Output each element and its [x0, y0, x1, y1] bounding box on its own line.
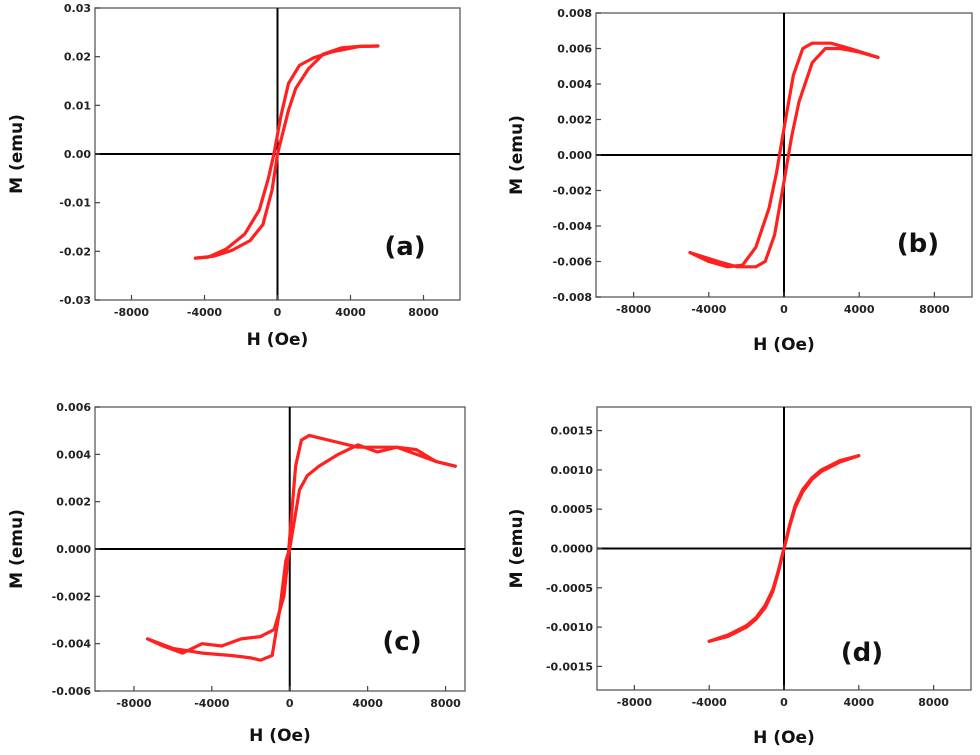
- y-tick-label: -0.006: [553, 256, 593, 269]
- hysteresis-branch-1: [193, 44, 380, 260]
- y-tick-label: 0.002: [56, 496, 91, 509]
- y-tick-label: 0.03: [64, 2, 91, 15]
- y-axis-title: M (emu): [507, 509, 527, 589]
- x-tick-label: 8000: [918, 696, 949, 709]
- x-tick-label: 4000: [843, 696, 874, 709]
- y-tick-label: 0.0015: [551, 425, 593, 438]
- y-tick-label: 0.006: [56, 401, 91, 414]
- y-tick-label: 0.00: [64, 148, 91, 161]
- x-axis-title: H (Oe): [249, 726, 311, 746]
- y-tick-label: 0.006: [557, 43, 592, 56]
- panel-b: -0.008 -0.006 -0.004 -0.002 0.000 0.002 0.004 0…: [507, 7, 973, 355]
- x-axis-title: H (Oe): [753, 728, 815, 748]
- y-tick-label: 0.0010: [551, 464, 594, 477]
- x-tick-label: -4000: [692, 696, 728, 709]
- x-tick-label: -8000: [116, 697, 152, 710]
- y-tick-label: -0.004: [52, 638, 92, 651]
- y-tick-label: 0.000: [557, 149, 592, 162]
- panel-d: -0.0015 -0.0010 -0.0005 0.0000 0.0005 0.0010 0…: [507, 406, 972, 748]
- hysteresis-branch-2: [193, 44, 380, 260]
- hysteresis-branch-2: [688, 46, 880, 269]
- x-axis-title: H (Oe): [247, 330, 309, 350]
- x-tick-label: -4000: [187, 306, 223, 319]
- x-tick-label: -8000: [616, 303, 652, 316]
- x-tick-label: 4000: [844, 303, 875, 316]
- y-tick-label: 0.02: [64, 51, 91, 64]
- panel-label: (d): [841, 638, 883, 668]
- y-tick-label: 0.0005: [551, 503, 593, 516]
- panel-label: (a): [384, 232, 425, 262]
- x-tick-label: 8000: [408, 306, 439, 319]
- x-tick-label: -4000: [691, 303, 727, 316]
- y-axis-title: M (emu): [7, 509, 27, 589]
- hysteresis-branch-1: [146, 433, 457, 655]
- y-axis-title: M (emu): [507, 115, 527, 195]
- x-tick-label: -8000: [617, 696, 653, 709]
- y-tick-label: -0.02: [59, 245, 91, 258]
- hysteresis-branch-2: [146, 443, 457, 662]
- panel-label: (b): [897, 229, 939, 259]
- x-tick-label: 4000: [352, 697, 383, 710]
- y-tick-label: -0.0010: [546, 621, 593, 634]
- y-tick-label: -0.006: [52, 685, 92, 698]
- y-tick-label: 0.004: [557, 78, 592, 91]
- x-tick-label: 8000: [919, 303, 950, 316]
- y-tick-label: -0.03: [59, 294, 91, 307]
- y-tick-label: 0.0000: [551, 543, 594, 556]
- x-tick-label: 0: [286, 697, 294, 710]
- x-tick-label: 0: [780, 303, 788, 316]
- x-tick-label: 4000: [335, 306, 366, 319]
- y-tick-label: -0.0005: [546, 582, 593, 595]
- x-tick-label: 8000: [430, 697, 461, 710]
- panel-a: -0.03 -0.02 -0.01 0.00 0.01 0.02 0.03 -8000 -400…: [7, 2, 461, 350]
- x-axis-title: H (Oe): [753, 335, 815, 355]
- y-tick-label: 0.002: [557, 114, 592, 127]
- y-tick-label: -0.0015: [546, 660, 593, 673]
- y-tick-label: -0.008: [553, 291, 592, 304]
- hysteresis-branch-2: [707, 454, 861, 643]
- y-axis-title: M (emu): [7, 114, 27, 194]
- panel-c: -0.006 -0.004 -0.002 0.000 0.002 0.004 0.006 -8…: [7, 401, 466, 746]
- y-tick-label: 0.004: [56, 448, 91, 461]
- y-tick-label: -0.002: [553, 185, 592, 198]
- x-tick-label: 0: [274, 306, 282, 319]
- x-tick-label: -8000: [114, 306, 150, 319]
- y-tick-label: 0.008: [557, 7, 592, 20]
- y-tick-label: 0.000: [56, 543, 91, 556]
- y-tick-label: -0.004: [553, 220, 593, 233]
- x-tick-label: -4000: [194, 697, 230, 710]
- x-tick-label: 0: [780, 696, 788, 709]
- y-tick-label: -0.002: [52, 590, 91, 603]
- y-tick-label: 0.01: [64, 99, 91, 112]
- y-tick-label: -0.01: [59, 197, 91, 210]
- panel-label: (c): [382, 627, 421, 657]
